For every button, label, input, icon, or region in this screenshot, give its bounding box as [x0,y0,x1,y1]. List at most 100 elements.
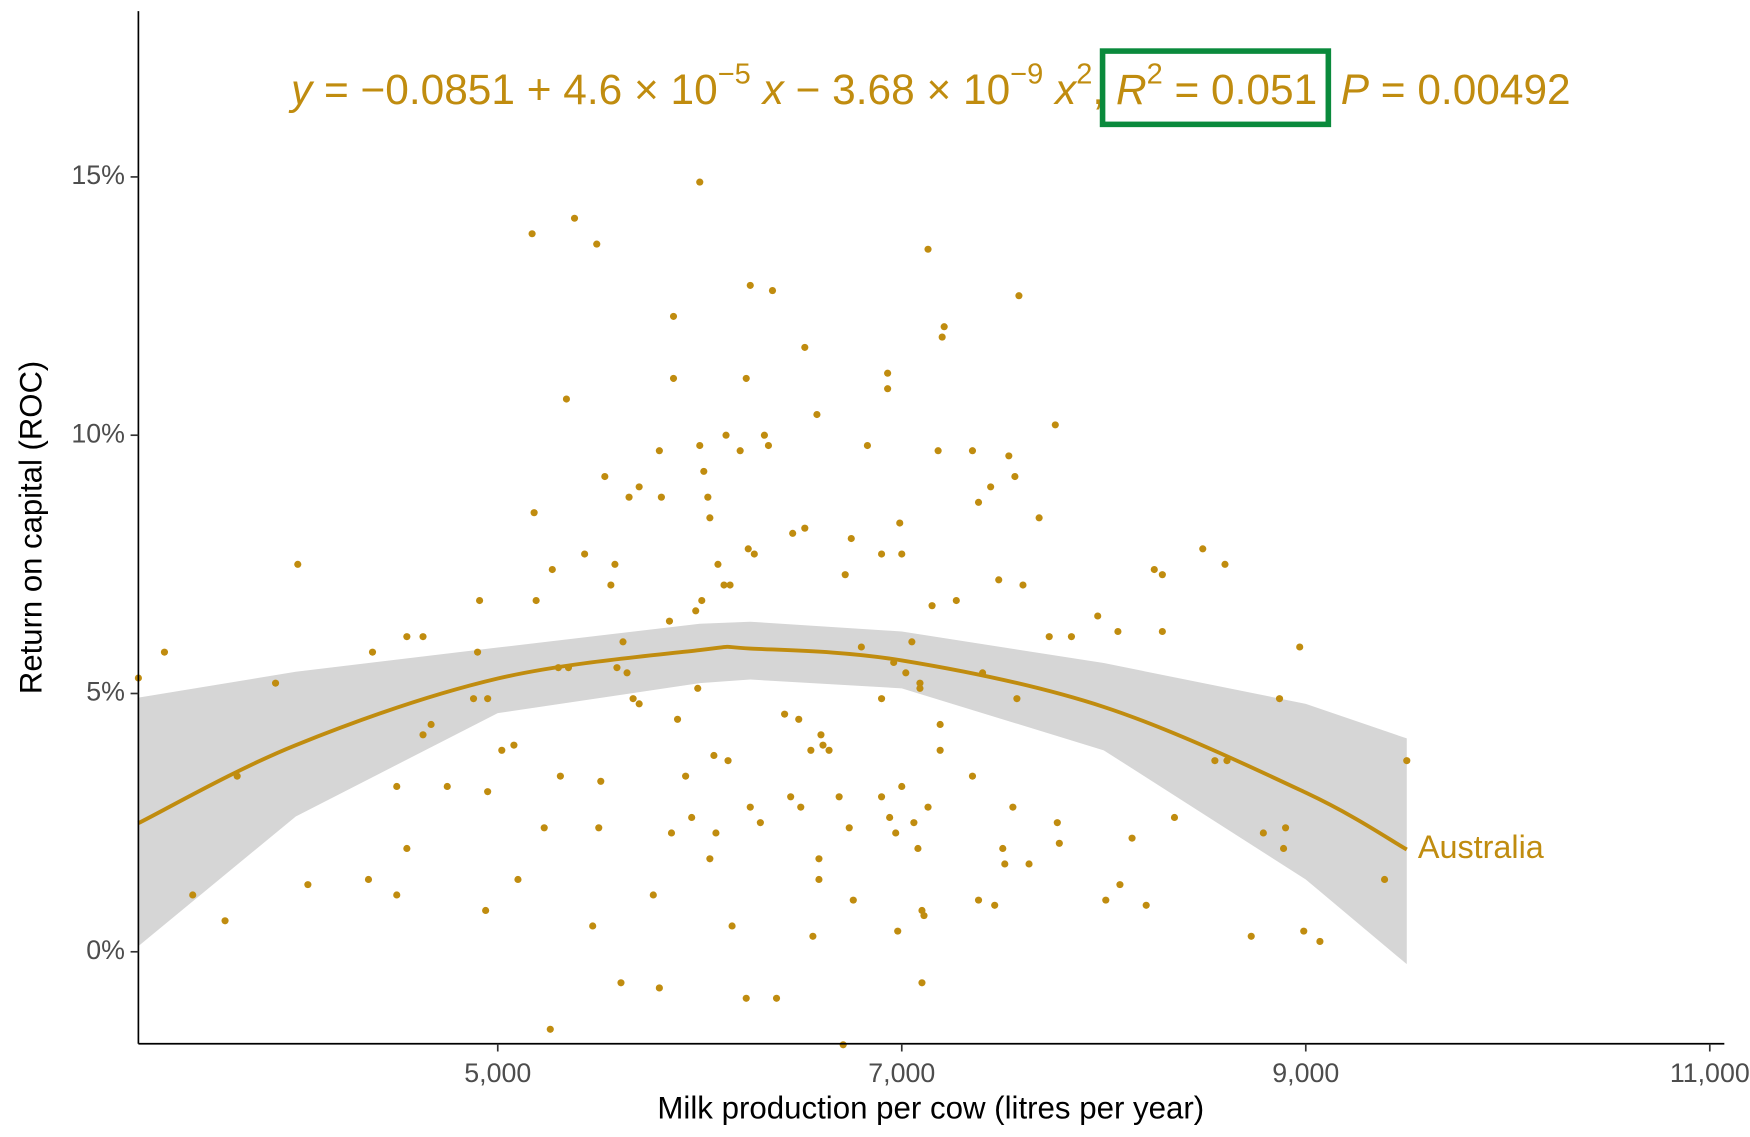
y-tick-label: 10% [71,418,125,448]
data-point [924,803,932,811]
data-point [936,720,944,729]
data-point [1296,643,1304,651]
x-axis-title: Milk production per cow (litres per year… [657,1091,1204,1126]
data-point [894,927,902,935]
data-point [916,679,924,687]
data-point [403,844,411,853]
data-point [393,891,401,899]
x-tick-label: 11,000 [1670,1058,1750,1088]
data-point [795,715,803,723]
data-point [841,571,849,579]
data-point [304,881,312,889]
data-point [839,1041,847,1049]
data-point [1067,633,1076,641]
data-point [999,844,1007,853]
data-point [1019,581,1027,589]
data-point [910,819,918,827]
equation-part: y [288,67,315,114]
data-point [1094,612,1102,620]
data-point [473,648,482,656]
data-point [1282,824,1290,832]
data-point [801,343,809,351]
data-point [807,746,815,754]
equation-part: 2 [1147,58,1163,90]
data-point [694,684,702,692]
data-point [764,441,773,450]
data-point [797,803,805,811]
data-point [722,431,730,439]
data-point [611,560,619,568]
data-point [476,596,484,605]
band-layer [137,621,1408,965]
data-point [1199,545,1207,553]
data-point [920,912,928,920]
data-point [902,669,910,677]
data-point [667,829,676,837]
y-tick-label: 5% [86,677,125,707]
data-point [710,751,718,760]
data-point [692,607,700,615]
data-point [556,772,564,780]
data-point [619,638,627,646]
data-point [540,824,548,832]
data-point [682,772,690,780]
data-point [657,493,665,501]
x-tick-label: 9,000 [1272,1058,1339,1088]
data-point [570,214,579,222]
point-layer [134,178,1411,1049]
data-point [696,178,704,186]
data-point [801,524,809,532]
data-point [700,467,708,475]
data-point [938,333,946,341]
data-point [781,710,789,718]
data-point [1001,860,1009,868]
data-point [1150,565,1158,574]
confidence-band [138,621,1407,965]
data-point [772,994,781,1002]
data-point [760,431,768,439]
data-point [469,695,478,703]
equation-annotation: y = −0.0851 + 4.6 × 10−5 x − 3.68 × 10−9… [288,58,1571,113]
data-point [892,829,900,837]
data-point [898,550,906,558]
data-point [756,819,764,827]
data-point [974,498,983,506]
data-point [1116,881,1124,889]
data-point [696,441,704,450]
data-point [595,824,603,832]
data-point [742,994,750,1002]
data-point [419,731,427,739]
data-point [712,829,720,837]
data-point [564,664,573,672]
data-point [819,741,827,749]
data-point [1403,757,1411,765]
data-point [271,679,280,687]
data-point [294,560,302,568]
equation-part: x [751,67,786,114]
data-point [706,855,714,863]
data-point [742,374,750,382]
data-point [847,534,855,543]
data-point [601,472,609,481]
data-point [918,979,926,987]
data-point [1158,627,1166,636]
fit-line [137,644,1408,852]
data-point [562,395,571,403]
data-point [789,529,797,537]
equation-part: = 0.00492 [1369,67,1571,114]
data-point [768,287,777,295]
data-point [728,922,736,930]
data-point [857,643,865,651]
equation-part: x [1043,67,1078,114]
data-point [916,684,924,692]
data-point [877,550,886,558]
data-point [924,245,932,253]
data-point [750,550,758,558]
data-point [233,772,241,780]
data-point [704,493,712,501]
data-point [189,891,197,899]
data-point [221,917,229,925]
series-label: Australia [1418,829,1544,865]
data-point [934,447,942,455]
